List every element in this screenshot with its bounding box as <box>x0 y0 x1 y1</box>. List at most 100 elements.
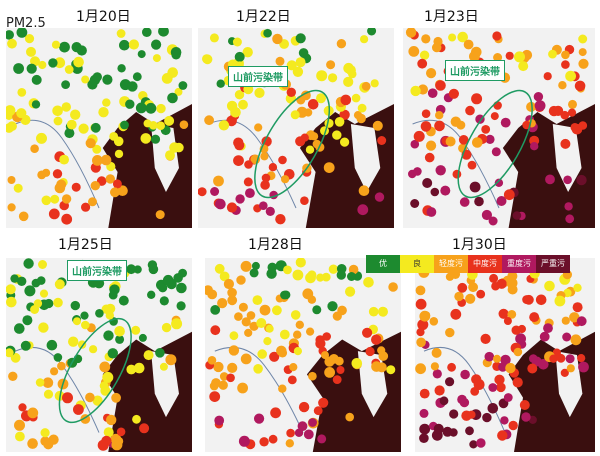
station-dot <box>419 388 430 399</box>
station-dot <box>214 415 225 426</box>
station-dot <box>303 429 314 440</box>
station-dot <box>304 108 313 117</box>
station-dot <box>254 87 265 98</box>
station-dot <box>14 323 25 334</box>
station-dot <box>223 278 234 290</box>
station-dot <box>578 34 588 44</box>
station-dot <box>489 273 499 283</box>
station-dot <box>162 274 174 286</box>
station-dot <box>106 414 117 426</box>
station-dot <box>234 312 243 321</box>
station-dot <box>293 330 302 339</box>
station-dot <box>298 48 309 58</box>
station-dot <box>545 174 555 185</box>
station-dot <box>119 39 130 51</box>
station-dot <box>226 100 238 112</box>
legend-item-light: 轻度污 <box>434 255 468 273</box>
station-dot <box>553 105 564 116</box>
station-dot <box>73 317 81 326</box>
station-dot <box>24 34 35 44</box>
station-dot <box>561 316 570 325</box>
station-dot <box>249 321 259 331</box>
station-dot <box>263 28 272 38</box>
station-dot <box>155 348 165 358</box>
station-dot <box>321 351 329 360</box>
station-dot <box>61 213 73 225</box>
station-dot <box>42 377 54 388</box>
station-dot <box>165 150 175 161</box>
station-dot <box>488 216 498 226</box>
station-dot <box>358 185 370 196</box>
station-dot <box>16 108 27 119</box>
station-dot <box>293 347 302 356</box>
station-dot <box>6 30 14 40</box>
station-dot <box>236 275 246 285</box>
station-dot <box>245 188 255 199</box>
station-dot <box>578 48 587 57</box>
station-dot <box>243 177 253 187</box>
station-dot <box>151 39 162 50</box>
station-dot <box>112 179 122 189</box>
station-dot <box>275 56 285 66</box>
station-dot <box>561 50 570 60</box>
station-dot <box>454 291 464 302</box>
station-dot <box>419 433 429 443</box>
station-dot <box>210 187 220 196</box>
station-dot <box>498 362 508 372</box>
station-dot <box>445 272 454 281</box>
station-dot <box>289 363 298 372</box>
station-dot <box>95 309 104 318</box>
station-dot <box>61 194 72 204</box>
station-dot <box>57 361 66 371</box>
station-dot <box>578 58 589 69</box>
station-dot <box>300 133 309 142</box>
station-dot <box>268 163 278 172</box>
station-dot <box>6 296 17 308</box>
station-dot <box>213 361 224 373</box>
station-dot <box>227 362 238 373</box>
station-dot <box>295 57 306 68</box>
station-dot <box>228 345 240 356</box>
station-dot <box>484 351 495 362</box>
station-dot <box>336 270 346 280</box>
station-dot <box>101 435 112 446</box>
station-dot <box>578 361 589 373</box>
station-dot <box>254 123 263 132</box>
station-dot <box>518 61 529 72</box>
station-dot <box>263 337 272 346</box>
station-dot <box>161 322 172 333</box>
station-dot <box>40 428 50 438</box>
station-dot <box>562 332 572 342</box>
station-dot <box>343 76 354 87</box>
station-dot <box>13 63 24 74</box>
station-dot <box>269 351 280 362</box>
station-dot <box>102 74 113 85</box>
station-dot <box>171 50 181 60</box>
station-dot <box>445 327 455 338</box>
station-dot <box>494 374 505 385</box>
station-dot <box>503 189 515 201</box>
pollution-band-outline <box>457 89 533 199</box>
map-panel-6 <box>415 258 595 452</box>
station-dot <box>374 192 385 202</box>
station-dot <box>285 439 294 448</box>
station-dot <box>51 40 61 49</box>
station-dot <box>24 285 36 297</box>
station-dot <box>218 380 228 390</box>
station-dot <box>549 354 558 363</box>
station-dot <box>480 333 491 344</box>
station-dot <box>316 93 326 104</box>
station-dot <box>426 140 437 151</box>
station-dot <box>209 33 219 43</box>
station-dot <box>421 109 431 118</box>
station-dot <box>81 320 90 330</box>
station-dot <box>469 440 478 449</box>
station-dot <box>488 383 498 392</box>
station-dot <box>27 407 39 419</box>
station-dot <box>363 277 374 288</box>
station-dot <box>56 179 67 190</box>
station-dot <box>286 60 297 71</box>
station-dot <box>307 270 317 280</box>
peninsula-land <box>552 124 582 192</box>
station-dot <box>476 438 486 448</box>
